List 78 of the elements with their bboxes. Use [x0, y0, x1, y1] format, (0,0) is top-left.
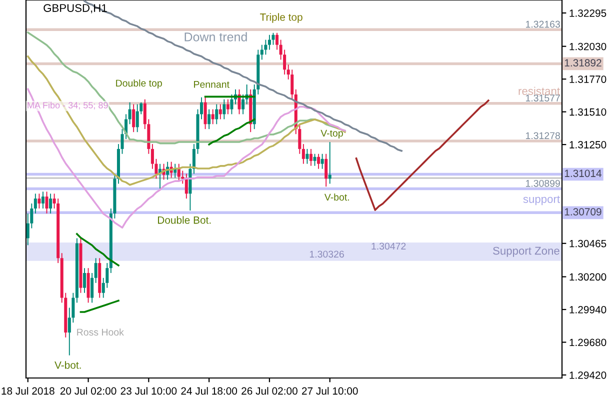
candlestick — [218, 104, 222, 120]
ref-line-label: 1.31892 — [564, 59, 602, 67]
ref-line-label: 1.30899 — [526, 180, 560, 187]
candlestick — [177, 163, 180, 182]
candlestick — [34, 193, 37, 214]
annotation: MA Fibo - 34; 55; 89 — [28, 102, 108, 110]
chart-title: GBPUSD,H1 — [44, 4, 107, 14]
candlestick — [38, 193, 41, 209]
candlestick — [302, 144, 305, 164]
annotation: V-bot. — [324, 193, 349, 201]
line-series — [26, 56, 346, 186]
candlestick — [204, 96, 207, 130]
line-series — [76, 233, 120, 266]
x-tick-label: 18 Jul 2018 — [2, 387, 54, 395]
candlestick — [82, 268, 86, 294]
ref-line-label: 1.32163 — [526, 20, 560, 28]
candlestick — [264, 39, 268, 56]
annotation: Double Bot. — [158, 216, 211, 224]
annotation: Ross Hook — [77, 328, 124, 336]
candlestick — [317, 153, 320, 170]
candlestick — [136, 104, 139, 133]
candlestick — [313, 153, 316, 166]
annotation: Double top — [116, 79, 162, 89]
candlestick — [41, 191, 44, 209]
band-label: Support Zone — [493, 246, 560, 257]
annotation: Triple top — [260, 13, 302, 23]
y-tick-label: 1.32295 — [570, 9, 606, 17]
candlestick — [184, 173, 188, 200]
line-series — [355, 100, 490, 211]
x-tick-label: 20 Jul 02:00 — [60, 387, 116, 395]
candlestick — [94, 258, 98, 284]
line-series — [80, 300, 120, 313]
ref-line-label: 1.31014 — [564, 170, 602, 178]
candlestick — [49, 193, 52, 214]
candlestick — [132, 104, 136, 133]
ref-line-label: 1.30709 — [564, 208, 602, 216]
x-tick-label: 23 Jul 10:00 — [120, 387, 177, 395]
candlestick — [226, 98, 230, 115]
candlestick — [238, 88, 241, 115]
candlestick — [230, 94, 234, 115]
annotation: support — [523, 196, 560, 206]
candlestick — [242, 94, 245, 115]
candlestick — [90, 272, 94, 304]
candlestick — [268, 34, 271, 50]
y-tick-label: 1.31510 — [570, 108, 606, 116]
candlestick — [320, 153, 324, 170]
ref-line-label: 1.31278 — [526, 132, 560, 140]
y-tick-label: 1.29680 — [570, 338, 606, 346]
y-tick-label: 1.30200 — [570, 273, 606, 281]
candlestick — [324, 153, 328, 188]
y-tick-label: 1.31250 — [570, 141, 606, 148]
y-tick-label: 1.30465 — [570, 240, 606, 248]
y-tick-label: 1.31770 — [570, 76, 606, 83]
ref-line-label: 1.31577 — [526, 94, 560, 102]
candlestick — [222, 98, 226, 120]
y-tick-label: 1.29420 — [570, 371, 606, 379]
candlestick — [276, 32, 279, 50]
candlestick — [215, 104, 218, 125]
y-tick-label: 1.32030 — [570, 42, 606, 50]
candlestick — [260, 44, 264, 60]
candlestick — [45, 191, 48, 214]
candlestick — [208, 108, 211, 130]
candlestick — [272, 32, 275, 46]
candlestick — [309, 148, 312, 166]
annotation: 1.30326 — [310, 250, 344, 258]
x-tick-label: 27 Jul 10:00 — [302, 387, 358, 395]
annotation: V-top — [320, 130, 343, 139]
annotation: 1.30472 — [372, 242, 406, 250]
y-tick-label: 1.29940 — [570, 306, 606, 314]
annotation: V-bot. — [54, 361, 81, 369]
candlestick — [211, 108, 214, 125]
annotation: resistant — [518, 86, 560, 95]
candlestick — [128, 102, 132, 125]
annotation: Down trend — [184, 32, 247, 42]
candlestick — [306, 148, 309, 164]
x-tick-label: 24 Jul 18:00 — [181, 387, 238, 395]
annotation: Pennant — [194, 81, 230, 88]
x-tick-label: 26 Jul 02:00 — [242, 387, 298, 395]
